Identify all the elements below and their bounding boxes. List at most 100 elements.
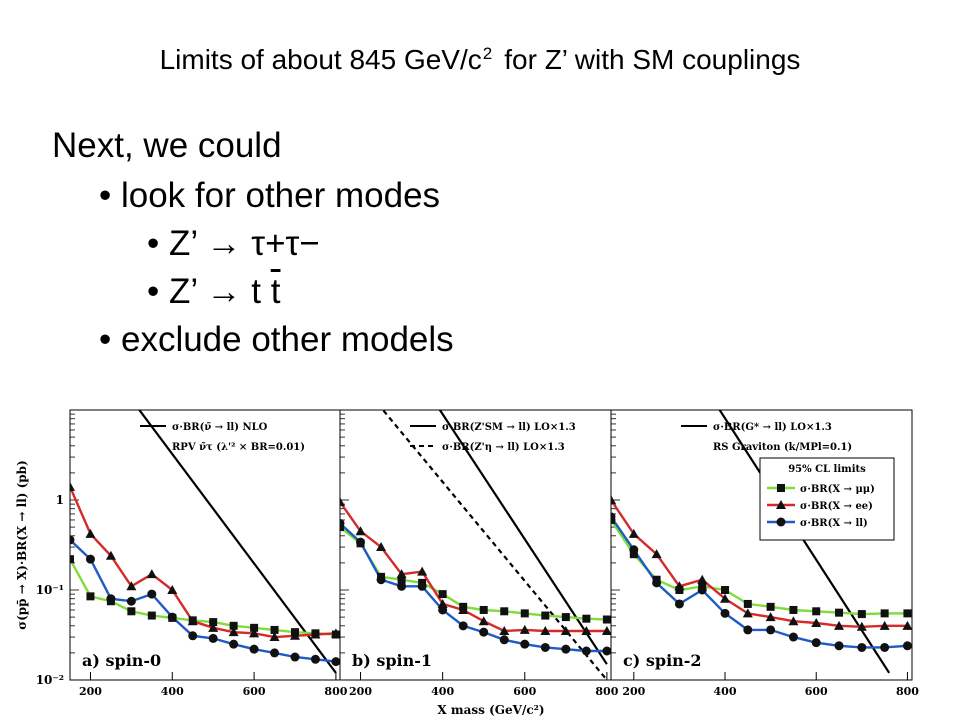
ll-marker	[229, 639, 239, 649]
series-ee-line	[611, 499, 908, 629]
ll-marker	[652, 578, 662, 588]
mumu-marker	[70, 555, 74, 564]
x-tick-label: 800	[595, 685, 618, 698]
panel-plot-area	[340, 410, 611, 680]
ee-marker	[499, 626, 510, 636]
theory-curve-dashed	[381, 410, 608, 680]
x-tick-label: 200	[622, 685, 645, 698]
mumu-marker	[721, 586, 730, 594]
ll-marker	[188, 631, 198, 641]
x-tick-label: 200	[79, 685, 102, 698]
ee-marker	[376, 542, 387, 552]
mumu-marker	[582, 614, 591, 623]
limits-legend-entry: σ·BR(X → μμ)	[800, 484, 875, 495]
ll-marker	[880, 642, 890, 652]
ee-marker	[902, 620, 912, 630]
ee-marker	[697, 574, 708, 584]
bullet-tautau-prefix: • Z’ →	[147, 224, 252, 263]
mumu-marker	[857, 610, 866, 619]
limits-legend-box	[759, 457, 895, 541]
ee-marker	[879, 620, 890, 630]
ll-marker	[720, 608, 730, 618]
limits-legend-entry: σ·BR(X → ll)	[800, 518, 868, 529]
x-tick-label: 200	[349, 685, 372, 698]
ee-marker	[478, 616, 489, 626]
legend-entry: RS Graviton (k/MPl=0.1)	[713, 442, 852, 453]
ee-marker	[396, 569, 407, 579]
ee-marker	[85, 528, 96, 538]
mumu-marker	[602, 615, 611, 624]
x-tick-label: 400	[161, 685, 184, 698]
ee-marker	[330, 628, 340, 638]
ee-marker	[340, 497, 345, 507]
x-tick-label: 400	[431, 685, 454, 698]
ll-marker	[479, 627, 489, 637]
limits-legend-marker	[776, 517, 786, 527]
x-axis-label: X mass (GeV/c²)	[437, 703, 544, 717]
ee-marker	[290, 630, 300, 640]
slide-title: Limits of about 845 GeV/c2 for Z’ with SM…	[0, 44, 960, 76]
series-ee-line	[340, 501, 607, 633]
ee-marker	[167, 585, 178, 594]
ll-marker	[438, 605, 448, 615]
ee-marker	[310, 629, 321, 639]
legend-entry: σ·BR(Z'SM → ll) LO×1.3	[442, 422, 576, 433]
ee-marker	[208, 622, 219, 632]
limits-legend-marker	[776, 500, 786, 509]
ee-marker	[674, 581, 685, 591]
mumu-marker	[147, 611, 156, 620]
mumu-marker	[766, 602, 775, 611]
ee-marker	[651, 549, 662, 559]
y-axis-label: σ(pp̄ → X)·BR(X → ll) (pb)	[15, 460, 29, 630]
mumu-marker	[541, 611, 550, 620]
ll-marker	[520, 639, 530, 649]
mumu-marker	[903, 609, 912, 618]
mumu-marker	[743, 599, 752, 608]
ee-marker	[355, 526, 366, 536]
bullet-ttbar-tbar: t	[270, 272, 281, 311]
ee-marker	[628, 528, 639, 538]
mumu-marker	[127, 607, 136, 616]
ll-marker	[106, 594, 116, 604]
ll-marker	[356, 537, 366, 547]
bullet-ttbar: • Z’ → t t	[147, 272, 280, 312]
ll-marker	[581, 646, 591, 656]
limits-legend-title: 95% CL limits	[788, 464, 866, 475]
ee-marker	[269, 632, 280, 642]
ee-marker	[249, 628, 260, 638]
y-tick-label: 10⁻¹	[36, 583, 64, 597]
ll-marker	[629, 545, 639, 555]
ee-marker	[417, 566, 428, 576]
ee-marker	[437, 598, 448, 608]
legend-entry: σ·BR(G* → ll) LO×1.3	[713, 422, 832, 433]
x-tick-label: 400	[714, 685, 737, 698]
limits-legend-marker	[777, 484, 785, 492]
ll-marker	[290, 652, 300, 662]
ee-marker	[611, 495, 616, 504]
ll-marker	[331, 657, 340, 667]
slide-title-rest: for Z’ with SM couplings	[504, 44, 801, 75]
ll-marker	[743, 625, 753, 635]
ee-marker	[720, 593, 731, 603]
ll-marker	[674, 599, 684, 609]
y-tick-label: 10⁻²	[36, 673, 64, 687]
ee-marker	[742, 608, 753, 618]
ll-marker	[70, 535, 75, 545]
ee-marker	[70, 481, 75, 491]
bullet-look: • look for other modes	[99, 176, 441, 215]
bullet-tautau-particles: τ+τ−	[251, 224, 320, 263]
theory-curve-solid	[137, 410, 337, 674]
ee-marker	[601, 626, 611, 636]
limits-legend: 95% CL limits σ·BR(X → μμ) σ·BR(X → ee) σ·B…	[759, 457, 895, 541]
limits-legend-entry: σ·BR(X → ee)	[800, 501, 873, 512]
ll-marker	[417, 581, 427, 591]
ee-marker	[519, 624, 530, 634]
mumu-marker	[397, 575, 406, 584]
mumu-marker	[500, 607, 509, 616]
ll-marker	[458, 621, 468, 631]
ll-marker	[788, 632, 798, 642]
ll-marker	[766, 625, 776, 635]
mumu-marker	[438, 590, 447, 599]
ee-marker	[788, 616, 799, 626]
mumu-marker	[86, 592, 95, 601]
